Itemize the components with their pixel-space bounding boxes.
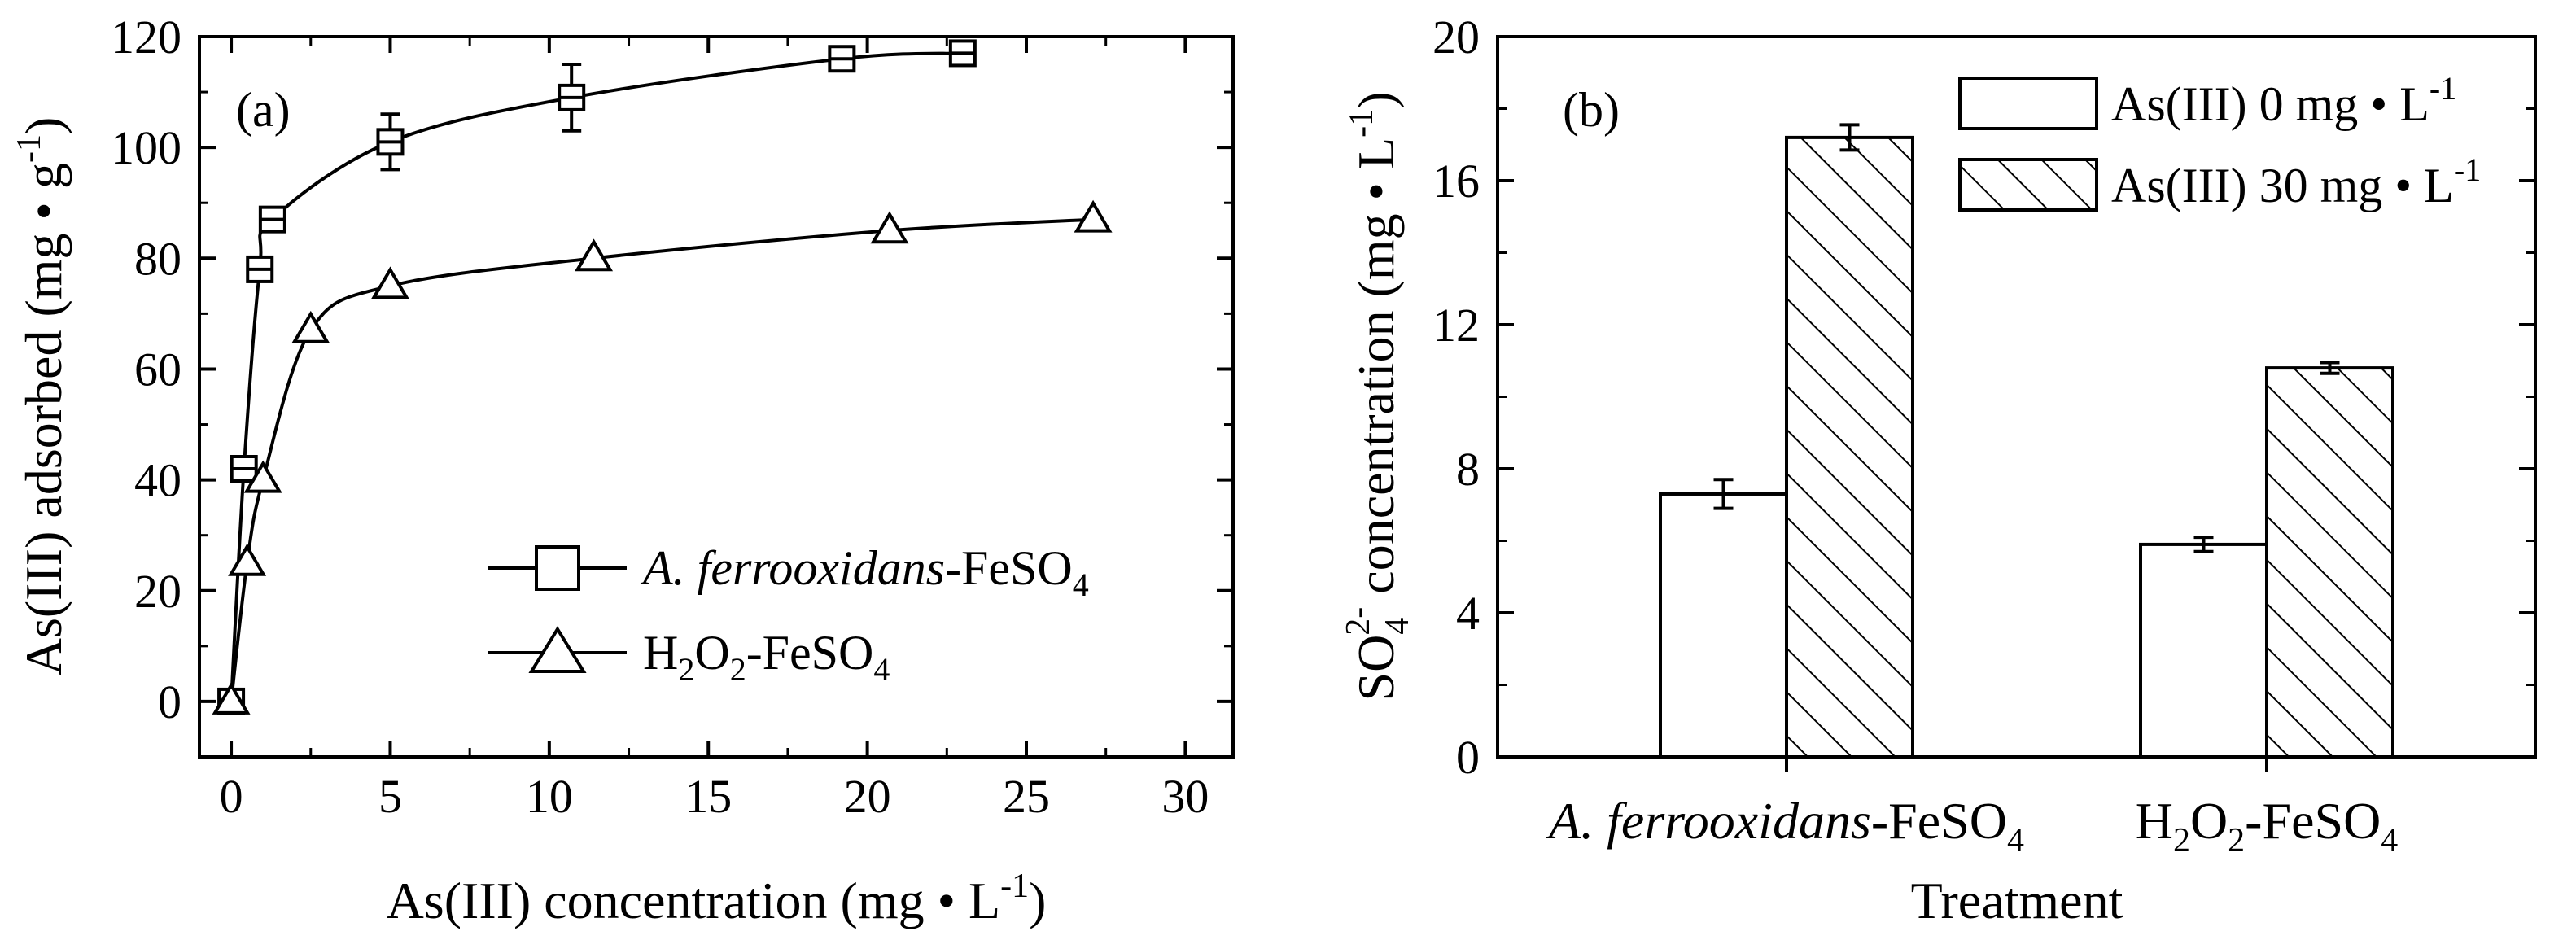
panel-a-y-tick-label: 40 — [134, 454, 182, 507]
panel-a-series-2-point — [870, 211, 909, 244]
panel-b-y-tick-label: 12 — [1432, 299, 1480, 352]
panel-a-x-tick-label: 15 — [684, 770, 732, 823]
panel-b-bar-series-2-category-2 — [2265, 366, 2394, 759]
legend-b-series-1-swatch — [1958, 77, 2098, 130]
panel-a-ticks: 0 5 10 15 20 25 30 0 20 40 60 80 100 120 — [111, 11, 1233, 823]
panel-a-y-tick-label: 20 — [134, 565, 182, 618]
panel-a-x-tick-label: 5 — [378, 770, 402, 823]
panel-a-x-tick-label: 10 — [526, 770, 573, 823]
panel-b-y-tick-label: 20 — [1432, 11, 1480, 63]
legend-b-series-1-label: As(III) 0 mg • L-1 — [2111, 70, 2456, 131]
panel-a-legend: A. ferrooxidans-FeSO4 H2O2-FeSO4 — [488, 541, 1089, 688]
panel-a-y-tick-label: 60 — [134, 343, 182, 396]
legend-a-series-1-label: A. ferrooxidans-FeSO4 — [640, 541, 1089, 603]
panel-a-y-axis-title: As(III) adsorbed (mg • g-1) — [11, 117, 72, 676]
panel-a-series-2-point — [1074, 199, 1113, 233]
legend-b-series-2-swatch — [1958, 158, 2098, 212]
panel-b-ticks: 0 4 8 12 16 20 — [1432, 11, 2535, 784]
panel-b-category-2-label: H2O2-FeSO4 — [2136, 792, 2399, 859]
legend-a-series-2-label: H2O2-FeSO4 — [643, 626, 890, 688]
panel-b-label: (b) — [1563, 83, 1620, 137]
panel-b-bar-series-2-category-1 — [1785, 135, 1914, 759]
panel-a-series-2-point — [575, 238, 614, 272]
panel-a-plot-frame — [198, 35, 1235, 759]
panel-b-y-tick-label: 4 — [1456, 587, 1480, 640]
panel-a-error-bars — [380, 40, 973, 172]
panel-b-y-tick-label: 0 — [1456, 731, 1480, 784]
legend-a-series-1-square-icon — [535, 545, 580, 591]
panel-a-line-chart: 0 5 10 15 20 25 30 0 20 40 60 80 100 120 (a) A. ferro… — [11, 11, 1235, 929]
panel-b-y-tick-label: 8 — [1456, 443, 1480, 496]
panel-b-y-axis-title: SO42- concentration (mg • L-1) — [1340, 92, 1416, 702]
panel-b-bar-series-1-category-2 — [2139, 542, 2268, 759]
panel-a-label: (a) — [236, 83, 291, 137]
panel-a-x-axis-title: As(III) concentration (mg • L-1) — [387, 868, 1047, 929]
panel-a-series-2-point — [243, 460, 282, 493]
panel-a-series-2-point — [212, 681, 251, 715]
panel-a-x-tick-label: 20 — [844, 770, 891, 823]
panel-b-bar-chart: 0 4 8 12 16 20 (b) As(III) 0 mg • L-1 As(III)… — [1340, 11, 2537, 929]
panel-a-series-2-point — [228, 543, 267, 576]
panel-a-series-lines — [230, 51, 1094, 702]
panel-a-x-tick-label: 30 — [1161, 770, 1209, 823]
legend-b-series-2-label: As(III) 30 mg • L-1 — [2111, 151, 2481, 212]
panel-a-y-tick-label: 0 — [158, 675, 182, 728]
panel-a-y-tick-label: 100 — [111, 121, 182, 174]
panel-b-x-axis-title: Treatment — [1911, 872, 2123, 929]
legend-a-series-2-triangle-icon — [528, 626, 587, 673]
panel-a-series-1-line — [230, 51, 963, 702]
panel-a-series-2-point — [370, 266, 409, 299]
panel-a-x-tick-label: 25 — [1003, 770, 1050, 823]
panel-a-markers — [212, 39, 1113, 715]
panel-a-series-2-point — [291, 310, 330, 343]
panel-b-y-tick-label: 16 — [1432, 155, 1480, 208]
panel-b-bars — [1659, 135, 2394, 759]
panel-b-legend: As(III) 0 mg • L-1 As(III) 30 mg • L-1 — [1958, 70, 2481, 212]
panel-a-y-tick-label: 120 — [111, 11, 182, 63]
panel-b-error-bars — [1713, 123, 2340, 553]
panel-a-y-tick-label: 80 — [134, 232, 182, 285]
panel-b-category-1-label: A. ferrooxidans-FeSO4 — [1546, 792, 2024, 859]
panel-a-x-tick-label: 0 — [220, 770, 243, 823]
panel-b-bar-series-1-category-1 — [1659, 492, 1788, 759]
